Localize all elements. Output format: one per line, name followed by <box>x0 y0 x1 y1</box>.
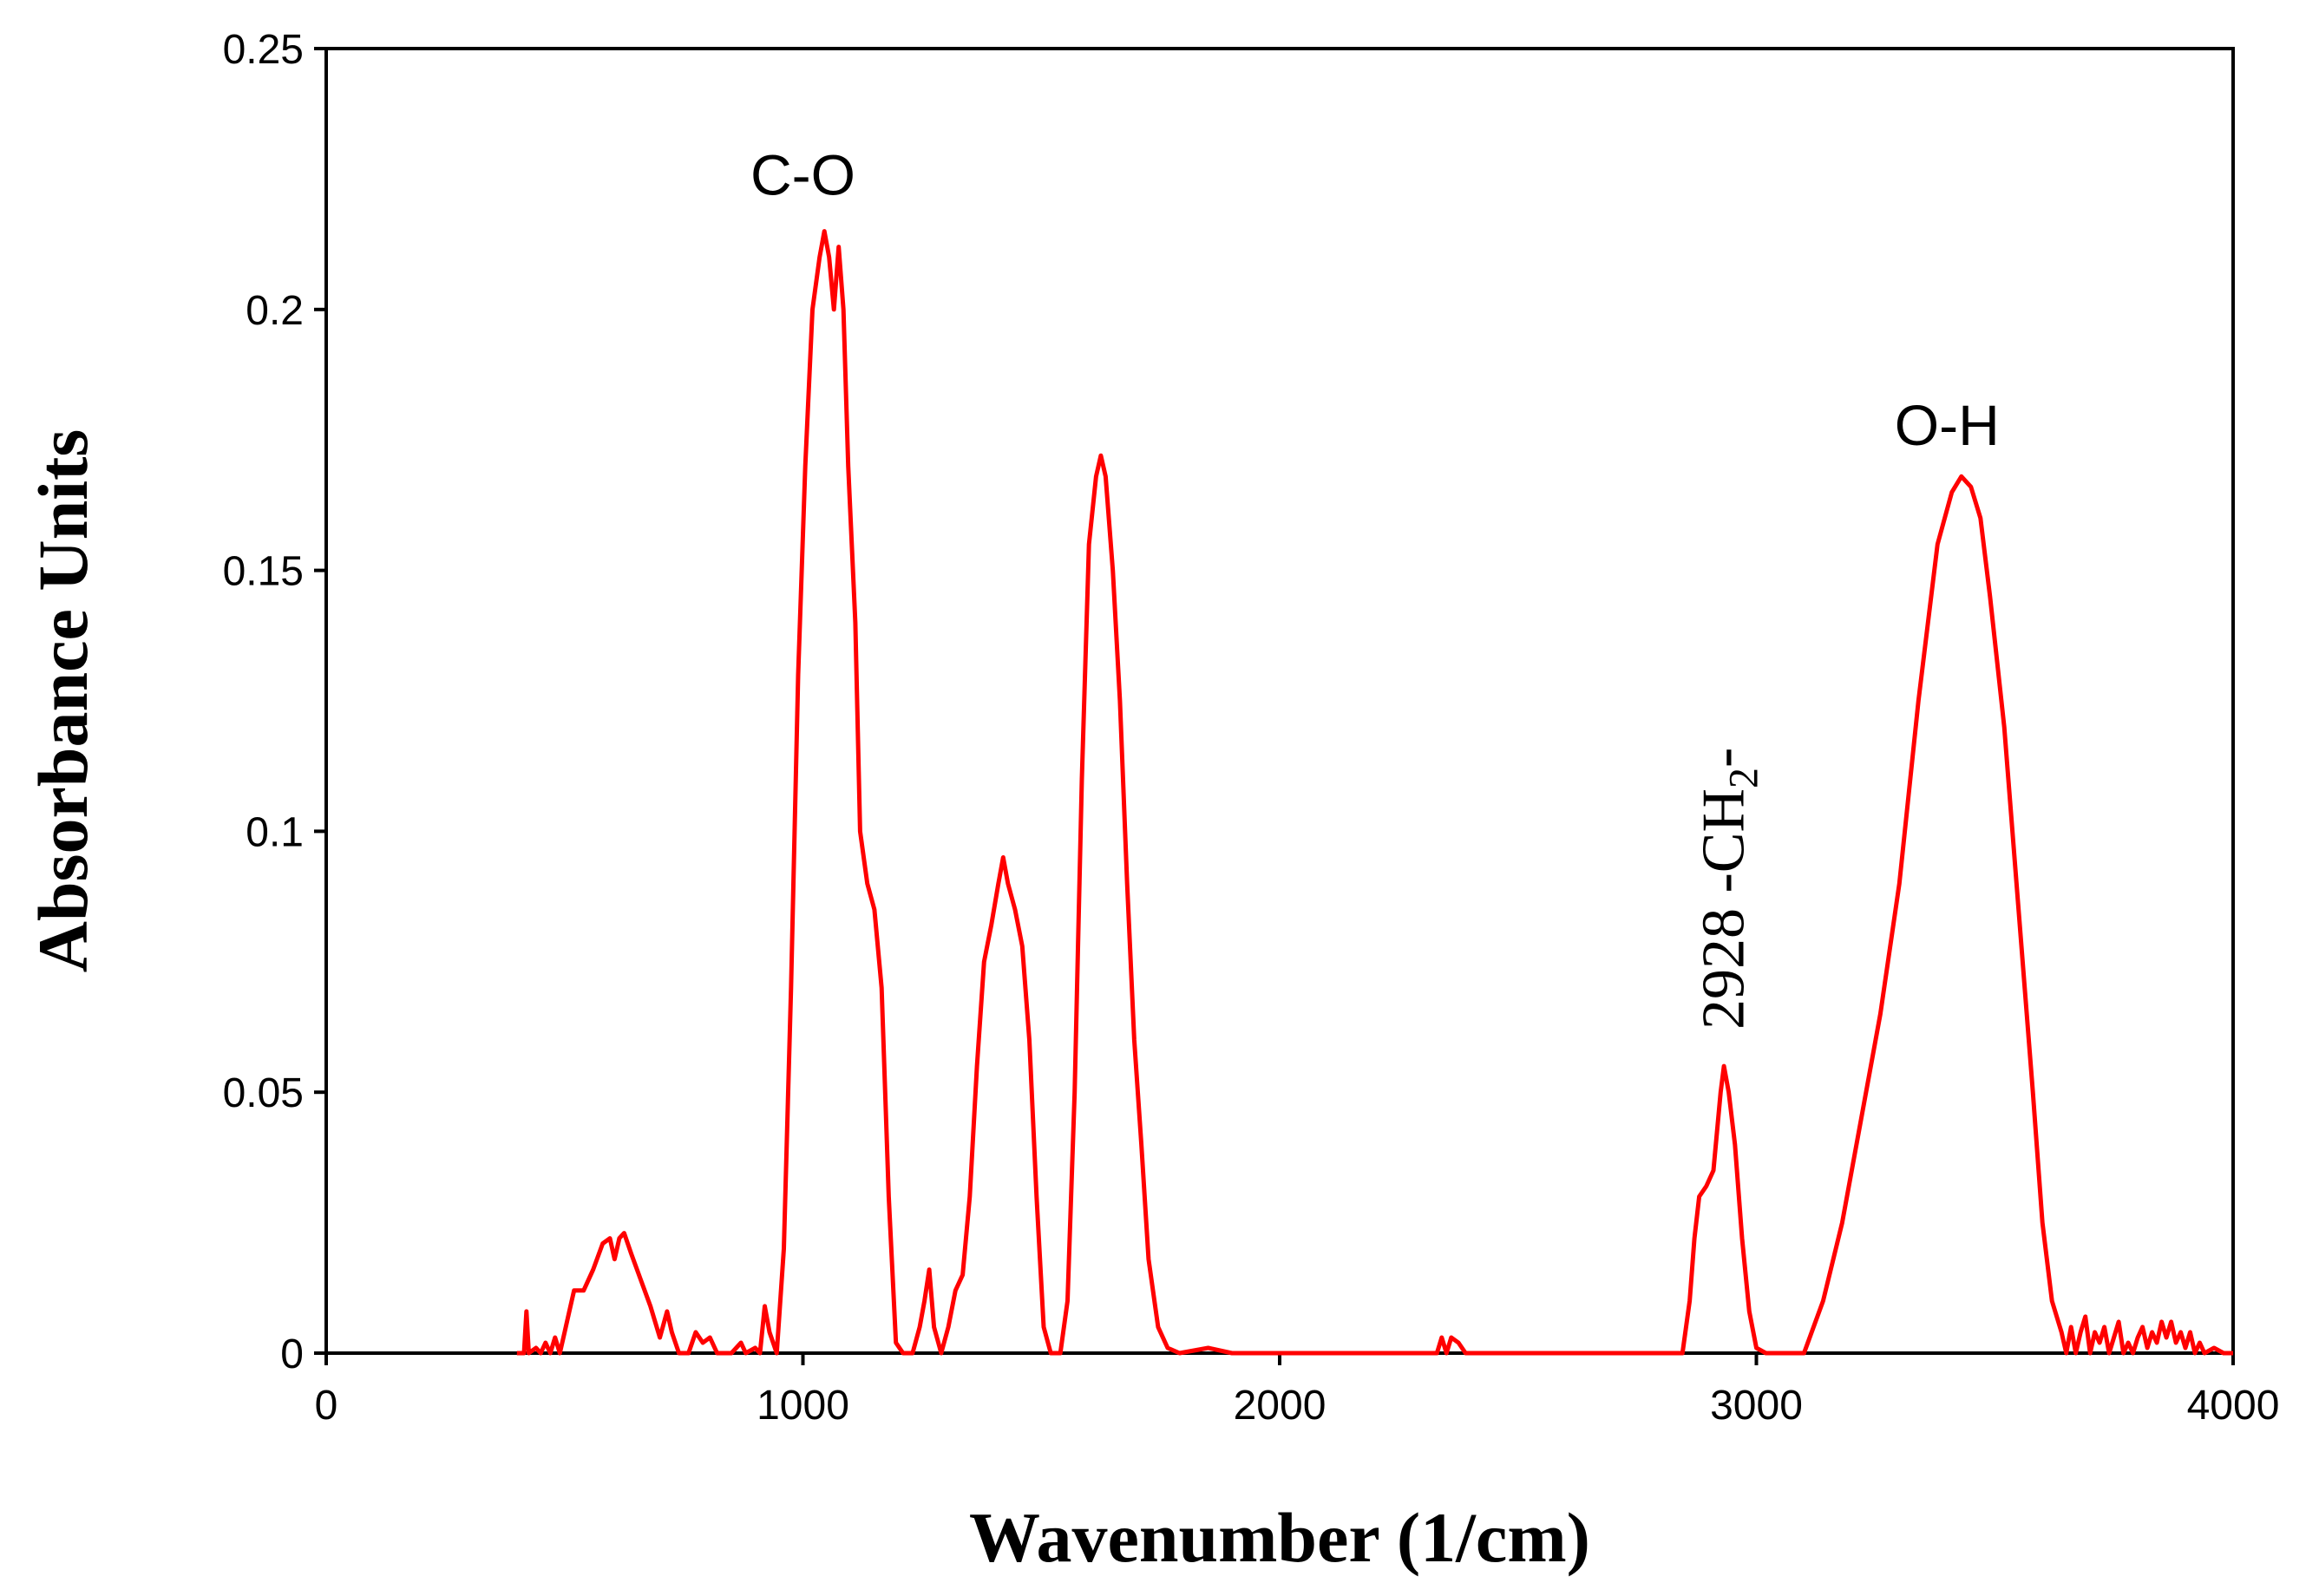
x-tick-label: 0 <box>315 1383 338 1429</box>
x-axis-ticks: 0 1000 2000 3000 4000 <box>315 1353 2280 1429</box>
x-tick-label: 2000 <box>1234 1383 1327 1429</box>
y-axis-title: Absorbance Units <box>23 429 102 972</box>
y-tick-label: 0.05 <box>223 1070 304 1116</box>
x-tick-label: 3000 <box>1710 1383 1803 1429</box>
absorbance-series-line <box>516 229 2233 1356</box>
x-axis-title: Wavenumber (1/cm) <box>969 1498 1590 1577</box>
x-tick-label: 1000 <box>757 1383 849 1429</box>
annotation-ch2-main: 2928 -CH <box>1691 788 1758 1030</box>
y-tick-label: 0.2 <box>246 288 304 334</box>
x-tick-label: 4000 <box>2187 1383 2280 1429</box>
y-axis-ticks: 0 0.05 0.1 0.15 0.2 0.25 <box>223 27 326 1377</box>
annotation-ch2: 2928 -CH2- <box>1691 748 1767 1030</box>
y-tick-label: 0.1 <box>246 809 304 855</box>
annotation-o-h: O-H <box>1895 393 2000 457</box>
y-tick-label: 0.15 <box>223 549 304 595</box>
annotation-ch2-subscript: 2 <box>1721 768 1767 788</box>
y-tick-label: 0.25 <box>223 27 304 73</box>
annotation-c-o: C-O <box>750 142 855 206</box>
plot-frame <box>324 47 2235 1355</box>
annotation-ch2-suffix: - <box>1691 748 1758 768</box>
y-tick-label: 0 <box>280 1331 304 1377</box>
